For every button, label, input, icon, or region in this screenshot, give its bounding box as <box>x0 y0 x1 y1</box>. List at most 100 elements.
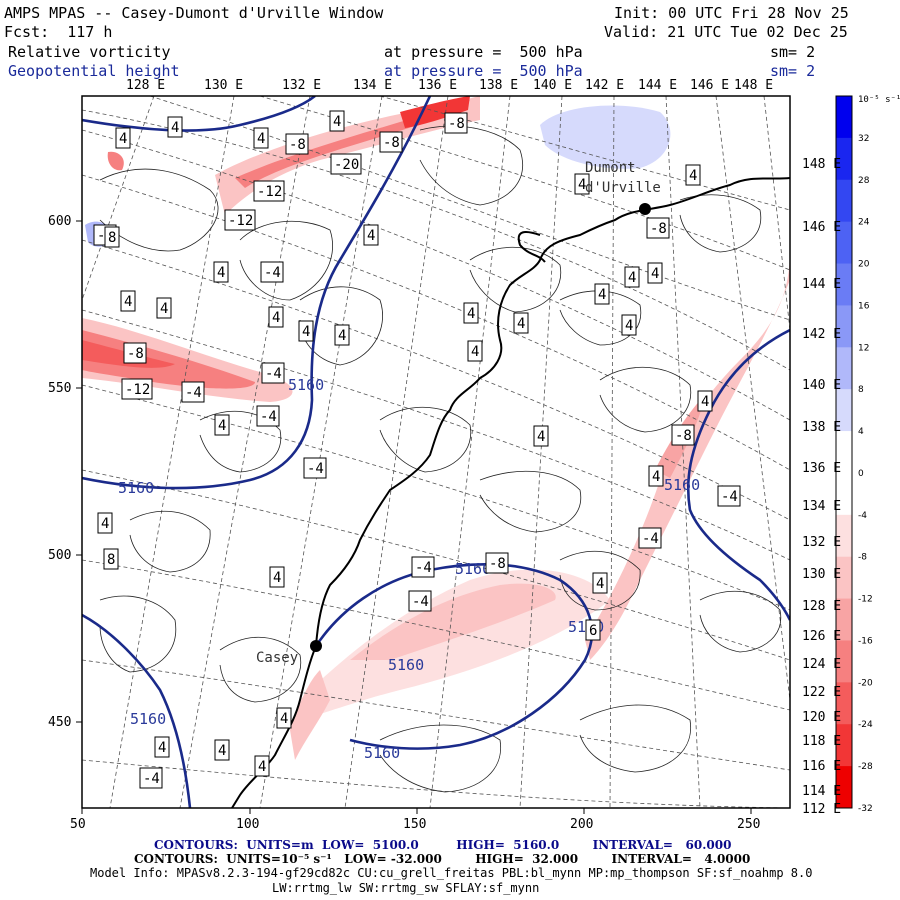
vorticity-contour-label: 4 <box>276 707 292 729</box>
field2-name: Geopotential height <box>8 62 180 80</box>
svg-text:4: 4 <box>578 177 586 193</box>
vorticity-contour-label: 4 <box>594 283 610 305</box>
x-tick-label: 150 <box>403 817 427 832</box>
svg-text:4: 4 <box>651 266 659 282</box>
height-contour-label: 5160 <box>388 656 424 674</box>
svg-text:4: 4 <box>171 120 179 136</box>
vorticity-contour-label: 8 <box>104 226 120 248</box>
svg-text:-8: -8 <box>489 556 506 572</box>
svg-text:4: 4 <box>537 429 545 445</box>
vorticity-contour-label: 4 <box>592 572 608 594</box>
svg-text:4: 4 <box>217 265 225 281</box>
colorbar-swatch <box>836 263 852 306</box>
right-lon-label: 112 E <box>802 802 842 817</box>
vorticity-contour-label: 4 <box>213 261 229 283</box>
height-contour-label: 5160 <box>664 476 700 494</box>
svg-text:4: 4 <box>124 294 132 310</box>
top-lon-label: 140 E <box>533 78 573 93</box>
colorbar-swatch <box>836 96 852 139</box>
colorbar: 32 28 24 20 16 12 8 4 0 -4 -8 -12 -16 -20 -24 -28 -32 <box>835 95 873 814</box>
vorticity-contour-label: 6 <box>585 619 601 641</box>
right-lon-label: 130 E <box>802 567 842 582</box>
colorbar-unit-label: 10⁻⁵ s⁻¹ <box>858 95 900 105</box>
vorticity-contour-label: -4 <box>717 485 741 507</box>
coastline-inlet <box>517 231 546 263</box>
right-lon-label: 120 E <box>802 710 842 725</box>
right-lon-label: 114 E <box>802 784 842 799</box>
vorticity-contour-label: -4 <box>303 457 327 479</box>
right-lon-label: 116 E <box>802 759 842 774</box>
forecast-hour: Fcst: 117 h <box>4 23 113 41</box>
vorticity-contour-label: 4 <box>269 566 285 588</box>
station-marker-casey[interactable] <box>310 640 322 652</box>
colorbar-tick-label: -32 <box>858 804 873 814</box>
top-lon-label: 144 E <box>638 78 678 93</box>
vorticity-contour-label: 4 <box>115 127 131 149</box>
right-lon-label: 132 E <box>802 535 842 550</box>
colorbar-swatch <box>836 472 852 516</box>
right-lon-label: 122 E <box>802 685 842 700</box>
svg-text:-4: -4 <box>143 771 160 787</box>
vorticity-contour-label: 4 <box>156 297 172 319</box>
svg-text:8: 8 <box>108 230 116 246</box>
vorticity-contour-label: -12 <box>253 180 285 202</box>
svg-text:-8: -8 <box>675 428 692 444</box>
vorticity-contour-label: 4 <box>624 266 640 288</box>
svg-text:-12: -12 <box>125 382 150 398</box>
field1-smoothing: sm= 2 <box>770 43 816 61</box>
model-physics-footer: LW:rrtmg_lw SW:rrtmg_sw SFLAY:sf_mynn <box>272 881 540 895</box>
svg-text:-4: -4 <box>185 385 202 401</box>
vorticity-contour-label: -8 <box>671 424 695 446</box>
height-contour-label: 5160 <box>130 710 166 728</box>
colorbar-swatch <box>836 431 852 474</box>
station-marker-dumont-durville[interactable] <box>639 203 651 215</box>
vorticity-contour-label: -8 <box>285 133 309 155</box>
vorticity-contour-label: 4 <box>97 512 113 534</box>
x-tick-label: 250 <box>737 817 761 832</box>
svg-text:4: 4 <box>628 270 636 286</box>
svg-text:-12: -12 <box>228 213 253 229</box>
colorbar-tick-label: 8 <box>858 385 864 395</box>
colorbar-swatch <box>836 389 852 432</box>
top-lon-label: 142 E <box>585 78 625 93</box>
colorbar-tick-label: 24 <box>858 218 870 228</box>
colorbar-swatch <box>836 137 852 181</box>
vorticity-contours-footer: CONTOURS: UNITS=10⁻⁵ s⁻¹ LOW= -32.000 HI… <box>134 852 751 866</box>
vorticity-contour-label: -4 <box>408 590 432 612</box>
height-contour-label: 5160 <box>364 744 400 762</box>
svg-text:-8: -8 <box>289 137 306 153</box>
colorbar-swatch <box>836 766 852 809</box>
colorbar-tick-label: -16 <box>858 636 873 646</box>
vorticity-contour-label: 4 <box>467 340 483 362</box>
colorbar-swatch <box>836 514 852 558</box>
height-contour-label: 5160 <box>288 376 324 394</box>
geopotential-height-contours <box>82 96 790 808</box>
vorticity-contour-label: 8 <box>103 548 119 570</box>
vorticity-contour-label: -4 <box>261 362 285 384</box>
y-tick-label: 500 <box>48 548 72 563</box>
right-lon-label: 124 E <box>802 657 842 672</box>
field2-level: at pressure = 500 hPa <box>384 62 583 80</box>
vorticity-contour-label: -4 <box>411 556 435 578</box>
svg-text:-4: -4 <box>307 461 324 477</box>
svg-text:-12: -12 <box>257 184 282 200</box>
field2-smoothing: sm= 2 <box>770 62 816 80</box>
vorticity-contour-label: 4 <box>268 306 284 328</box>
vorticity-contour-label: -4 <box>260 261 284 283</box>
vorticity-contour-label: 4 <box>214 414 230 436</box>
y-tick-label: 450 <box>48 715 72 730</box>
vorticity-contour-label: -20 <box>330 153 362 175</box>
colorbar-tick-label: -28 <box>858 762 873 772</box>
vorticity-contour-label: 4 <box>154 736 170 758</box>
top-lon-label: 146 E <box>690 78 730 93</box>
colorbar-tick-label: -12 <box>858 595 873 605</box>
vorticity-contour-label: -8 <box>123 342 147 364</box>
vorticity-contour-label: 4 <box>298 320 314 342</box>
svg-text:4: 4 <box>158 740 166 756</box>
svg-text:4: 4 <box>302 324 310 340</box>
vorticity-contour-label: 4 <box>513 312 529 334</box>
plot-frame <box>81 95 791 809</box>
vorticity-contour-label: 4 <box>648 465 664 487</box>
colorbar-swatch <box>836 598 852 641</box>
